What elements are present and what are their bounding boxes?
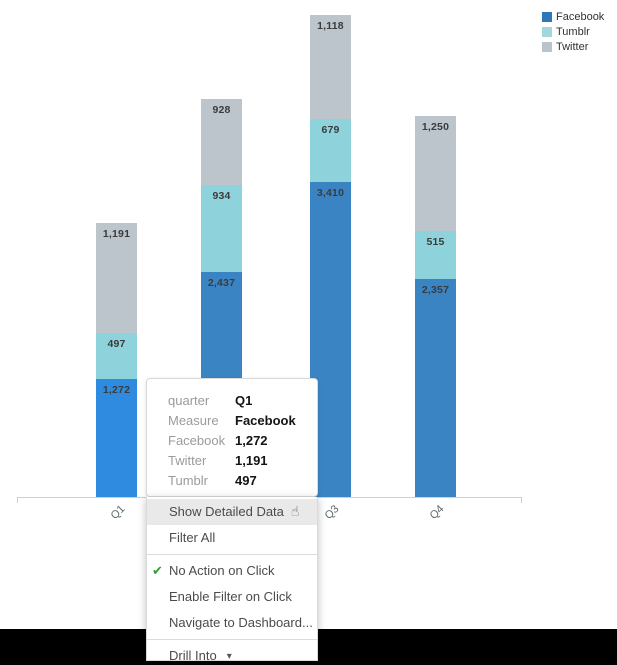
menu-item-drill-into[interactable]: Drill Into ▾ xyxy=(147,643,317,665)
legend-item-tumblr[interactable]: Tumblr xyxy=(542,24,604,39)
tooltip-field-value: Facebook xyxy=(235,412,296,428)
bar-value-label: 934 xyxy=(212,190,231,203)
x-axis-right-cap xyxy=(521,497,522,503)
bar-value-label: 2,357 xyxy=(421,283,450,296)
tooltip-row: quarter Q1 xyxy=(168,390,317,410)
bar-value-label: 1,250 xyxy=(421,120,450,133)
menu-item-label: Enable Filter on Click xyxy=(169,589,292,604)
legend-label: Tumblr xyxy=(556,25,590,38)
checkmark-icon: ✔ xyxy=(152,563,163,578)
legend-label: Facebook xyxy=(556,10,605,23)
bar-value-label: 1,191 xyxy=(102,228,131,241)
menu-item-label: Filter All xyxy=(169,530,216,545)
tooltip-row: Facebook 1,272 xyxy=(168,430,317,450)
tooltip-field-label: Tumblr xyxy=(168,472,208,488)
menu-item-filter-all[interactable]: Filter All xyxy=(147,525,317,551)
legend-swatch-twitter xyxy=(542,41,552,52)
legend-item-facebook[interactable]: Facebook xyxy=(542,9,604,24)
x-axis-left-cap xyxy=(17,497,18,503)
x-tick-label-q1: Q1 xyxy=(108,503,127,522)
context-menu: Show Detailed Data ☝ Filter All ✔ No Action … xyxy=(146,497,318,663)
menu-item-enable-filter-on-click[interactable]: Enable Filter on Click xyxy=(147,584,317,610)
legend-label: Twitter xyxy=(556,40,589,53)
bar-value-label: 515 xyxy=(426,236,445,249)
bar-value-label: 928 xyxy=(212,104,231,117)
tooltip-row: Measure Facebook xyxy=(168,410,317,430)
bar-segment-tumblr-q1[interactable]: 497 xyxy=(96,333,137,380)
x-tick-label-q4: Q4 xyxy=(427,503,446,522)
bar-value-label: 679 xyxy=(321,123,340,136)
bar-value-label: 2,437 xyxy=(207,276,236,289)
tooltip-row: Tumblr 497 xyxy=(168,470,317,490)
bar-segment-tumblr-q2[interactable]: 934 xyxy=(201,185,242,272)
bar-segment-tumblr-q3[interactable]: 679 xyxy=(310,118,351,182)
legend: Facebook Tumblr Twitter xyxy=(542,9,604,54)
legend-swatch-facebook xyxy=(542,11,552,22)
menu-separator xyxy=(147,554,317,555)
bar-value-label: 497 xyxy=(107,338,126,351)
bar-segment-tumblr-q4[interactable]: 515 xyxy=(415,231,456,279)
bar-q1[interactable]: 1,272 497 1,191 xyxy=(96,0,137,497)
bar-value-label: 1,118 xyxy=(317,20,344,33)
tooltip-field-value: 497 xyxy=(235,472,257,488)
bar-segment-facebook-q1[interactable]: 1,272 xyxy=(96,379,137,497)
legend-swatch-tumblr xyxy=(542,26,552,37)
menu-item-label: Drill Into xyxy=(169,648,217,663)
menu-separator xyxy=(147,639,317,640)
bar-q4[interactable]: 2,357 515 1,250 xyxy=(415,0,456,497)
tooltip-field-value: Q1 xyxy=(235,392,253,408)
bar-value-label: 1,272 xyxy=(102,384,131,397)
menu-item-label: Show Detailed Data xyxy=(169,504,284,519)
tooltip-field-label: Facebook xyxy=(168,432,226,448)
tooltip-field-value: 1,191 xyxy=(235,452,268,468)
tooltip-field-label: Twitter xyxy=(168,452,207,468)
tooltip-field-label: Measure xyxy=(168,412,219,428)
tooltip-field-label: quarter xyxy=(168,392,210,408)
tooltip-row: Twitter 1,191 xyxy=(168,450,317,470)
bar-segment-facebook-q4[interactable]: 2,357 xyxy=(415,278,456,497)
menu-item-navigate-to-dashboard[interactable]: Navigate to Dashboard... xyxy=(147,610,317,636)
menu-item-show-detailed-data[interactable]: Show Detailed Data ☝ xyxy=(147,499,317,525)
bar-segment-twitter-q2[interactable]: 928 xyxy=(201,99,242,186)
hand-cursor-icon: ☝ xyxy=(290,504,300,520)
bar-segment-twitter-q4[interactable]: 1,250 xyxy=(415,115,456,232)
menu-item-label: Navigate to Dashboard... xyxy=(169,615,313,630)
menu-item-no-action-on-click[interactable]: ✔ No Action on Click xyxy=(147,558,317,584)
caret-down-icon: ▾ xyxy=(226,651,232,662)
tooltip-field-value: 1,272 xyxy=(235,432,268,448)
x-tick-label-q3: Q3 xyxy=(322,503,341,522)
bar-segment-twitter-q1[interactable]: 1,191 xyxy=(96,223,137,334)
bar-value-label: 3,410 xyxy=(316,186,345,199)
bar-segment-twitter-q3[interactable]: 1,118 xyxy=(310,15,351,119)
menu-item-label: No Action on Click xyxy=(169,563,275,578)
legend-item-twitter[interactable]: Twitter xyxy=(542,39,604,54)
data-tooltip: quarter Q1 Measure Facebook Facebook 1,272 Twi… xyxy=(146,378,318,497)
